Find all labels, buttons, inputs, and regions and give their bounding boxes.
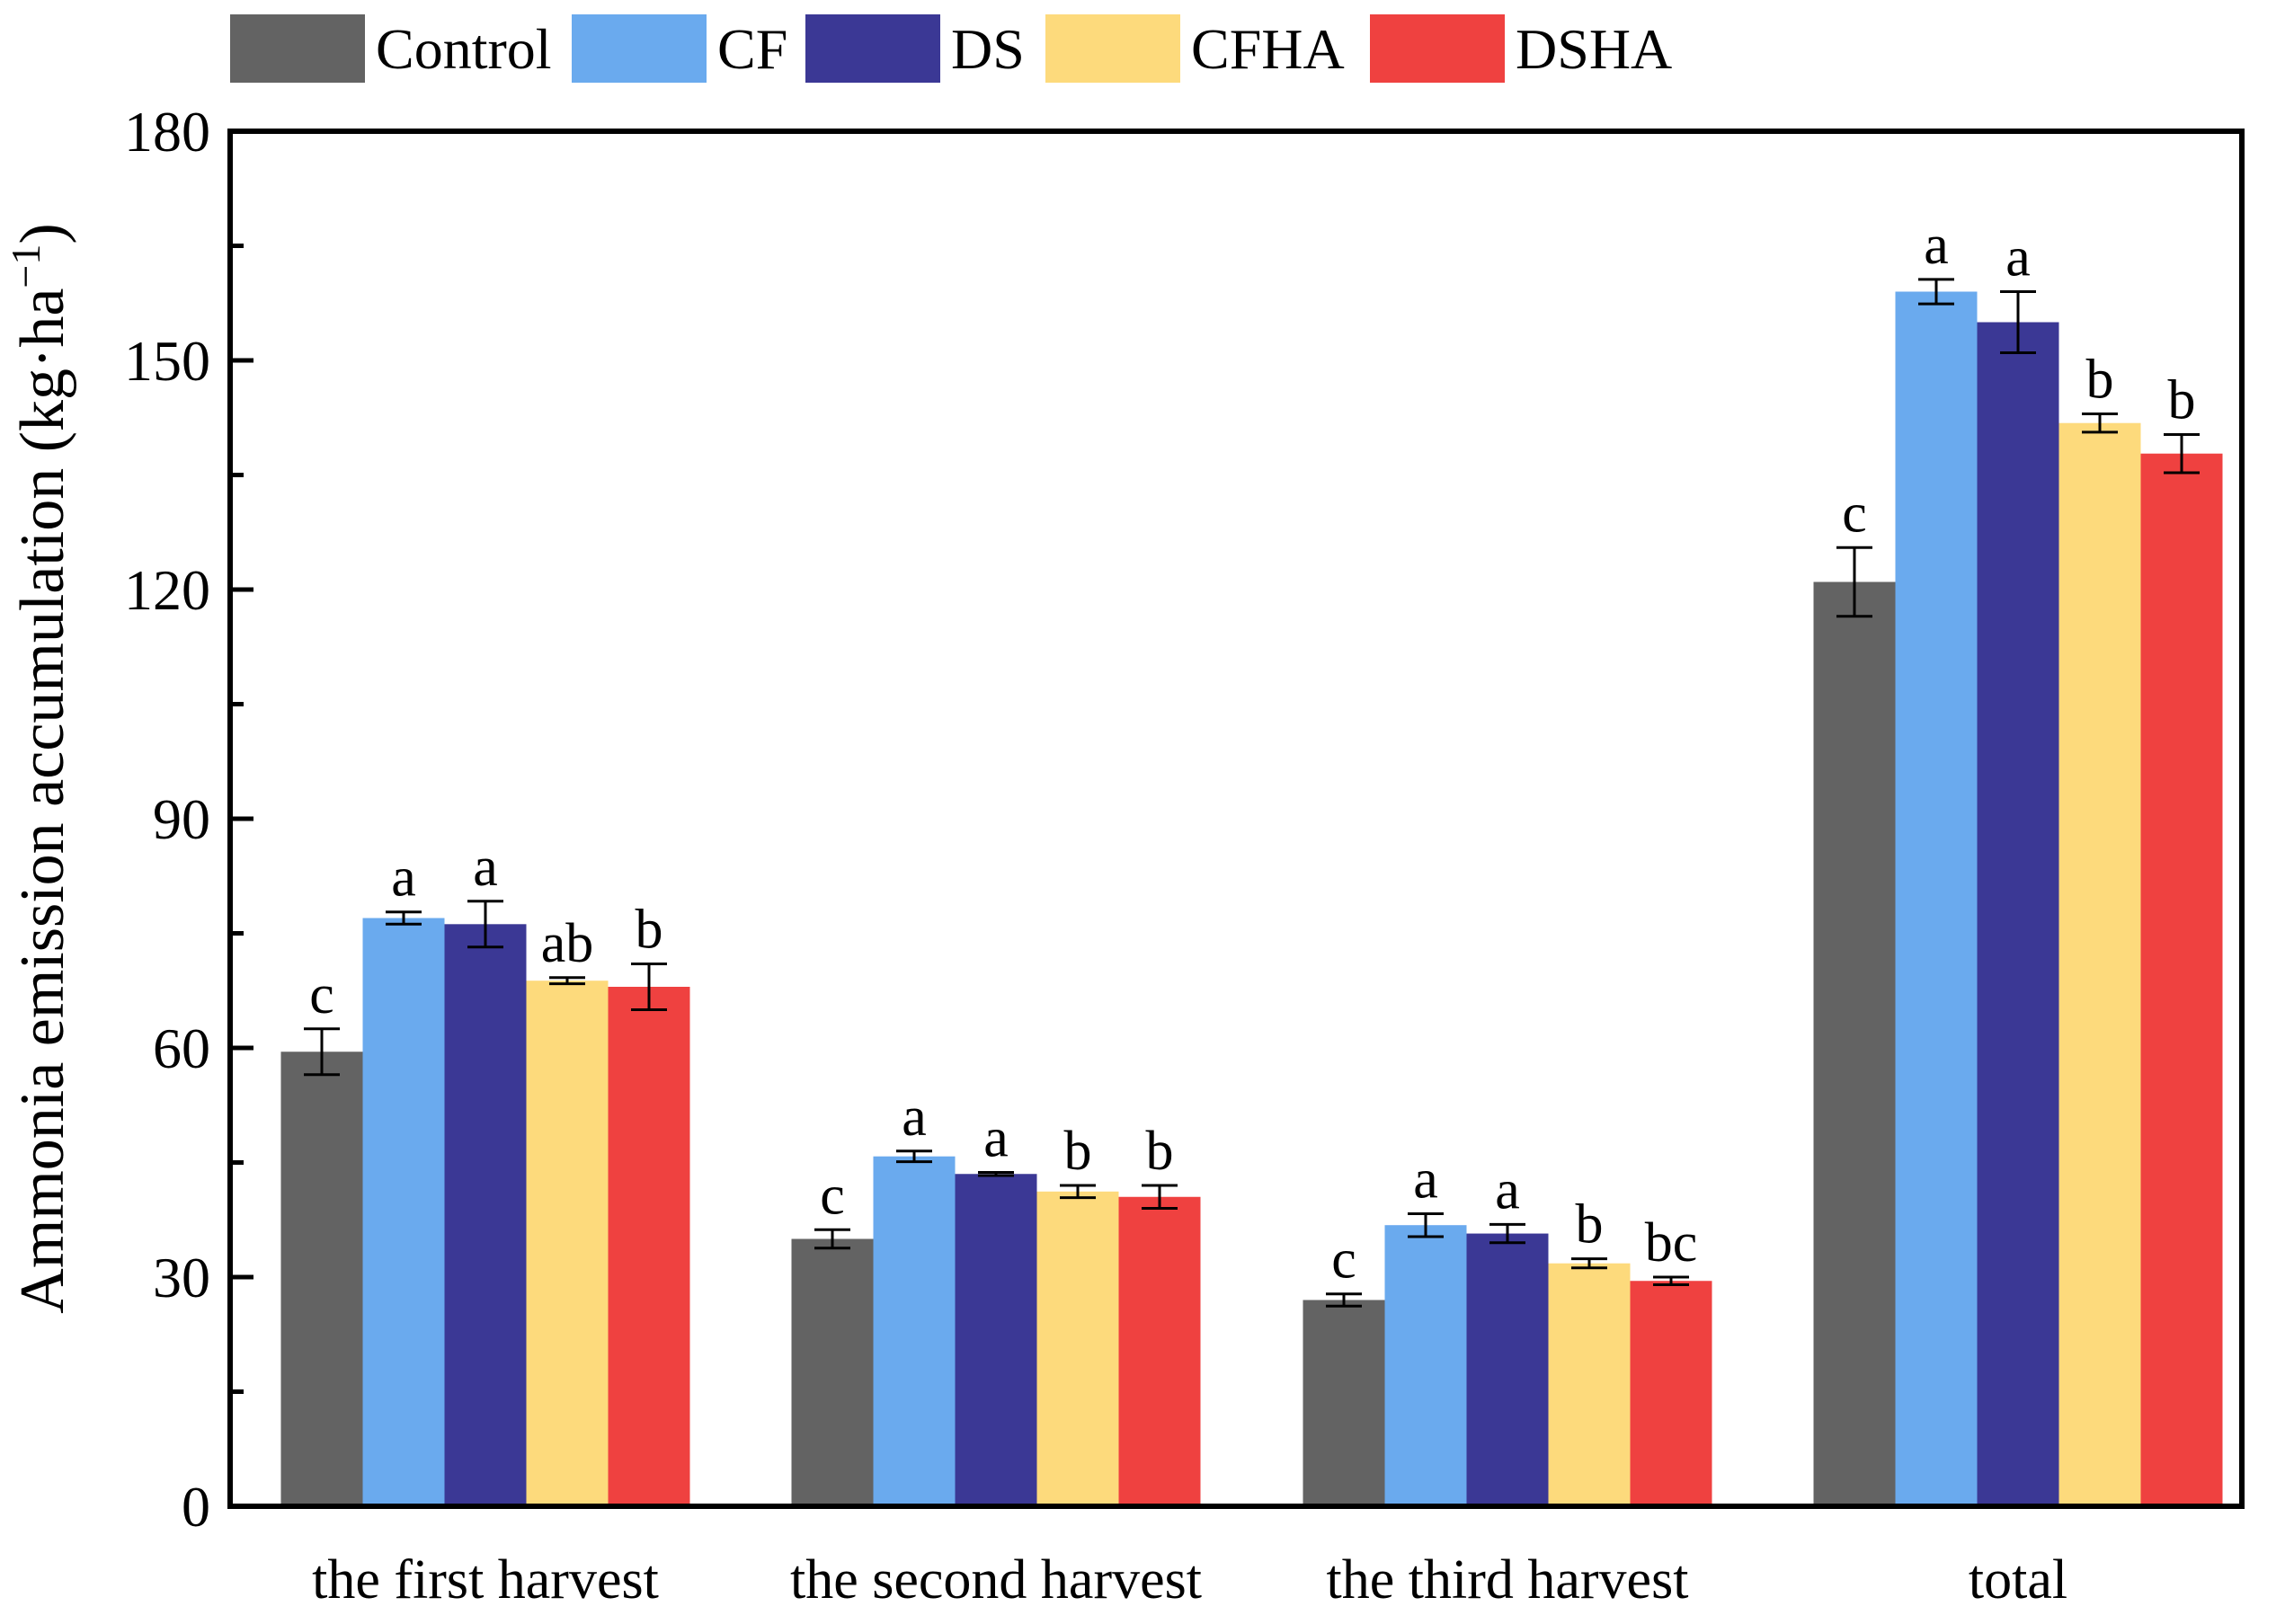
legend: Control CF DS CFHA DSHA (230, 14, 1672, 83)
y-axis-title-superscript: −1 (3, 244, 49, 288)
y-tick-label: 0 (182, 1475, 210, 1539)
significance-letter: b (1146, 1121, 1174, 1182)
significance-letter: a (391, 847, 416, 909)
plot-frame (227, 129, 2245, 1509)
significance-letter: a (902, 1087, 927, 1148)
legend-swatch-dsha (1370, 14, 1505, 83)
legend-swatch-ds (805, 14, 940, 83)
bar-ds-3 (1466, 1233, 1549, 1506)
bar-control-2 (791, 1238, 874, 1506)
significance-letter: b (2168, 369, 2196, 430)
significance-letter: b (2086, 350, 2114, 411)
x-category-label: the first harvest (312, 1549, 659, 1611)
y-tick-label: 60 (153, 1016, 210, 1080)
x-category-label: the second harvest (790, 1549, 1202, 1611)
x-category-label: the third harvest (1327, 1549, 1689, 1611)
legend-label-cf: CF (717, 17, 787, 81)
legend-label-dsha: DSHA (1516, 17, 1672, 81)
y-tick-label: 90 (153, 787, 210, 851)
legend-label-ds: DS (951, 17, 1025, 81)
y-tick-label: 30 (153, 1246, 210, 1309)
significance-letter: c (309, 964, 334, 1025)
significance-letter: a (1413, 1149, 1438, 1210)
bar-dsha-4 (2140, 453, 2223, 1507)
y-axis: 0 30 60 90 120 150 180 (124, 100, 253, 1539)
significance-letter: a (473, 837, 498, 898)
significance-letter: a (983, 1108, 1009, 1169)
bar-control-1 (280, 1052, 363, 1506)
significance-letter: b (1064, 1121, 1092, 1182)
y-axis-title-main: Ammonia emission accumulation (kg·ha (8, 288, 77, 1314)
bar-control-3 (1303, 1300, 1385, 1506)
bar-ds-4 (1977, 322, 2059, 1506)
bar-ds-2 (955, 1174, 1037, 1506)
significance-letter: a (2005, 227, 2031, 288)
y-tick-label: 150 (124, 329, 210, 393)
y-axis-title-close: ) (8, 223, 77, 244)
x-category-label: total (1969, 1549, 2067, 1611)
x-axis: the first harvest the second harvest the t… (312, 1549, 2067, 1611)
legend-swatch-cf (572, 14, 707, 83)
legend-label-control: Control (376, 17, 552, 81)
significance-letter: a (1924, 215, 1949, 276)
legend-swatch-cfha (1045, 14, 1180, 83)
significance-letter: b (636, 900, 663, 961)
bar-dsha-2 (1118, 1196, 1201, 1506)
significance-letter: c (1842, 483, 1867, 544)
bar-dsha-1 (608, 987, 690, 1506)
bar-cf-4 (1895, 291, 1978, 1506)
y-tick-label: 120 (124, 558, 210, 622)
y-axis-title: Ammonia emission accumulation (kg·ha−1) (3, 223, 77, 1313)
significance-letter: bc (1645, 1212, 1698, 1273)
bar-cfha-3 (1548, 1263, 1631, 1506)
bar-dsha-3 (1630, 1281, 1712, 1506)
bar-control-4 (1813, 581, 1896, 1506)
y-tick-label: 180 (124, 100, 210, 164)
bar-cfha-1 (526, 981, 609, 1506)
bar-cf-2 (873, 1156, 956, 1506)
bar-ds-1 (444, 924, 527, 1506)
bar-cfha-2 (1036, 1191, 1119, 1506)
legend-swatch-control (230, 14, 365, 83)
significance-letter: a (1495, 1159, 1520, 1220)
significance-letter: b (1576, 1194, 1604, 1256)
bar-cfha-4 (2058, 422, 2141, 1507)
bar-cf-1 (362, 918, 445, 1506)
significance-letter: c (1331, 1229, 1356, 1291)
bar-cf-3 (1384, 1225, 1467, 1506)
significance-letter: c (820, 1165, 845, 1226)
significance-letter: ab (541, 913, 594, 974)
legend-label-cfha: CFHA (1191, 17, 1345, 81)
